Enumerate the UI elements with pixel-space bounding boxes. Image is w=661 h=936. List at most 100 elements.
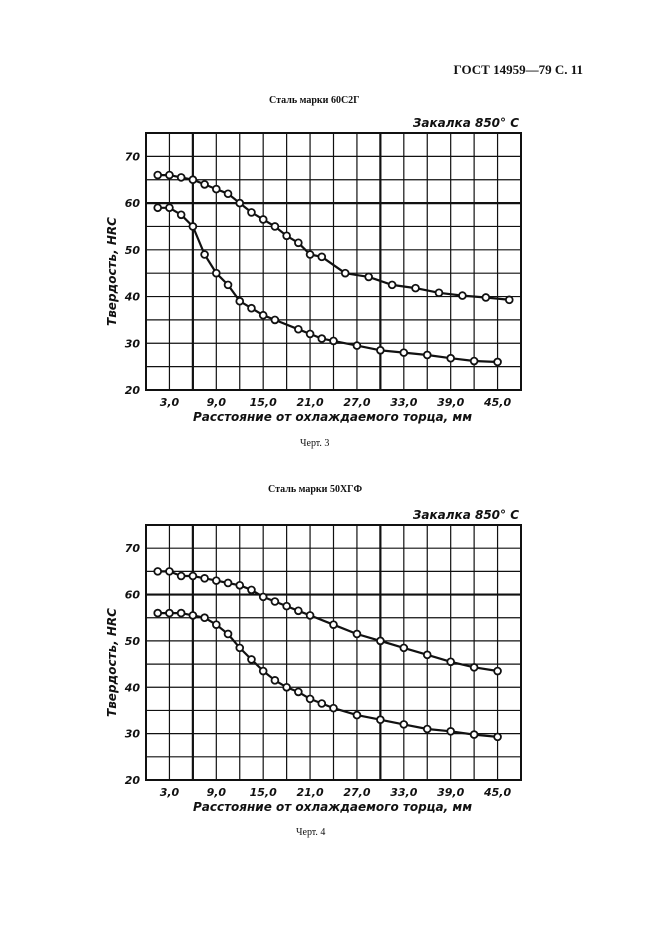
data-point xyxy=(270,222,280,231)
data-point xyxy=(235,198,245,208)
data-point xyxy=(258,310,268,320)
data-point xyxy=(282,231,291,241)
data-point xyxy=(422,650,432,660)
data-point xyxy=(294,324,303,334)
data-point xyxy=(317,334,327,343)
data-point xyxy=(329,620,338,629)
data-point xyxy=(188,611,198,620)
chart-2: Закалка 850° С 20 30 40 50 60 70 3,0 9,0 15,0 21,0… xyxy=(105,508,522,814)
data-point xyxy=(223,189,233,199)
data-point xyxy=(493,357,502,367)
data-point xyxy=(282,682,291,692)
data-point xyxy=(481,293,491,302)
data-point xyxy=(305,694,315,704)
data-point xyxy=(434,288,444,298)
x-tick-label: 27,0 xyxy=(343,396,370,409)
data-point xyxy=(305,329,315,339)
data-point xyxy=(200,180,209,189)
x-tick-label: 45,0 xyxy=(483,786,511,799)
data-point xyxy=(469,730,479,739)
data-point xyxy=(399,348,409,357)
data-point xyxy=(176,173,186,182)
data-point xyxy=(188,571,198,581)
x-tick-label: 39,0 xyxy=(437,396,464,409)
data-point xyxy=(469,356,479,366)
data-point xyxy=(212,184,221,194)
data-point xyxy=(223,629,233,639)
y-tick-label: 40 xyxy=(124,681,141,694)
data-point xyxy=(317,699,327,708)
data-point xyxy=(153,203,163,213)
data-point xyxy=(188,175,198,185)
data-point xyxy=(317,252,327,262)
chart2-caption: Черт. 4 xyxy=(296,827,326,838)
chart2-title: Сталь марки 50ХГФ xyxy=(268,484,363,495)
data-point xyxy=(212,620,221,629)
y-tick-label: 50 xyxy=(125,244,141,257)
x-tick-label: 21,0 xyxy=(296,786,323,799)
data-point xyxy=(446,727,455,736)
data-point xyxy=(329,703,338,713)
x-tick-label: 39,0 xyxy=(437,786,464,799)
data-point xyxy=(270,597,280,606)
data-point xyxy=(399,643,409,653)
x-tick-label: 9,0 xyxy=(207,786,227,799)
x-tick-label: 27,0 xyxy=(343,786,370,799)
chart-subtitle: Закалка 850° С xyxy=(413,508,519,522)
data-point xyxy=(340,268,350,278)
data-point xyxy=(411,283,420,293)
data-point xyxy=(270,315,280,325)
data-point xyxy=(200,613,209,623)
x-tick-label: 3,0 xyxy=(160,396,180,409)
data-point xyxy=(200,574,209,583)
data-point xyxy=(387,280,397,290)
data-point xyxy=(235,580,245,590)
y-tick-label: 30 xyxy=(125,337,141,350)
data-point xyxy=(223,280,233,290)
data-point xyxy=(352,341,362,350)
chart1-title: Сталь марки 60С2Г xyxy=(269,95,360,106)
data-point xyxy=(258,592,268,602)
x-tick-label: 21,0 xyxy=(296,396,323,409)
data-point xyxy=(165,567,174,576)
x-tick-label: 15,0 xyxy=(250,396,277,409)
x-tick-label: 33,0 xyxy=(390,396,417,409)
data-point xyxy=(212,268,221,278)
data-point xyxy=(247,303,256,313)
data-point xyxy=(200,250,209,259)
data-point xyxy=(376,636,385,646)
data-point xyxy=(352,629,362,639)
data-point xyxy=(493,666,502,676)
data-point xyxy=(493,732,502,742)
y-tick-label: 20 xyxy=(125,384,141,397)
page-header: ГОСТ 14959—79 С. 11 xyxy=(453,62,583,77)
data-point xyxy=(247,208,256,217)
x-tick-label: 15,0 xyxy=(250,786,277,799)
chart-subtitle: Закалка 850° С xyxy=(413,116,519,130)
y-tick-label: 30 xyxy=(125,728,141,741)
data-point xyxy=(422,350,432,360)
y-tick-label: 50 xyxy=(125,635,141,648)
data-point xyxy=(188,222,198,231)
data-point xyxy=(294,687,303,697)
data-point xyxy=(294,606,303,616)
data-point xyxy=(329,336,338,346)
y-tick-label: 20 xyxy=(125,774,141,787)
plot-frame xyxy=(145,524,522,781)
data-point xyxy=(469,663,479,672)
series-line-lower xyxy=(157,206,498,364)
data-point xyxy=(212,576,221,585)
data-point xyxy=(176,608,186,618)
x-tick-label: 9,0 xyxy=(207,396,227,409)
series-line-lower xyxy=(157,611,498,738)
plot-frame xyxy=(145,132,522,391)
x-tick-label: 33,0 xyxy=(390,786,417,799)
data-point xyxy=(364,272,373,282)
data-point xyxy=(352,710,362,720)
data-point xyxy=(258,666,268,676)
data-point xyxy=(153,608,163,618)
data-point xyxy=(235,296,245,306)
data-point xyxy=(422,724,432,734)
data-point xyxy=(270,676,280,685)
